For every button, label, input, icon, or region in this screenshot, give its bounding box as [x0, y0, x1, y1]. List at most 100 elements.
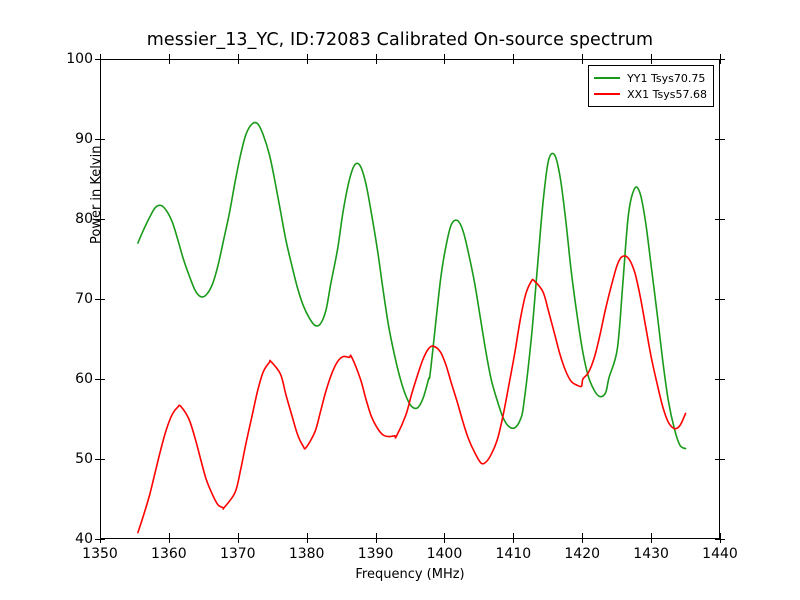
- x-tick-mark: [582, 59, 584, 64]
- legend-label: XX1 Tsys57.68: [627, 87, 707, 101]
- x-tick-mark: [651, 59, 653, 64]
- x-tick-mark: [168, 54, 170, 59]
- x-tick-mark: [168, 538, 170, 543]
- y-tick-mark: [715, 299, 720, 300]
- y-tick-label: 70: [75, 291, 93, 307]
- x-tick-mark: [651, 533, 653, 538]
- y-tick-mark: [95, 59, 100, 60]
- x-tick-mark: [306, 533, 308, 538]
- y-tick-mark: [95, 459, 100, 460]
- x-tick-mark: [513, 533, 515, 538]
- x-tick-mark: [720, 54, 721, 59]
- y-tick-mark: [100, 379, 105, 380]
- y-tick-mark: [720, 59, 725, 60]
- x-tick-label: 1350: [82, 546, 118, 562]
- y-tick-mark: [715, 539, 720, 540]
- x-tick-label: 1410: [495, 546, 532, 562]
- x-tick-mark: [306, 59, 308, 64]
- x-tick-label: 1380: [288, 546, 325, 562]
- x-tick-mark: [720, 538, 721, 543]
- x-tick-label: 1390: [357, 546, 394, 562]
- x-tick-mark: [444, 538, 446, 543]
- y-axis-label: Power in Kelvin: [89, 145, 104, 244]
- x-tick-label: 1400: [426, 546, 463, 562]
- y-tick-label: 50: [75, 451, 93, 467]
- legend-color-swatch: [594, 77, 621, 79]
- x-tick-mark: [720, 533, 721, 538]
- x-tick-label: 1430: [633, 546, 669, 562]
- plot-frame-border: [100, 59, 720, 539]
- x-tick-mark: [375, 54, 377, 59]
- y-tick-label: 40: [75, 531, 93, 547]
- x-tick-mark: [513, 538, 515, 543]
- x-tick-mark: [651, 538, 653, 543]
- legend-color-swatch: [594, 93, 621, 95]
- x-tick-mark: [582, 533, 584, 538]
- x-tick-mark: [582, 54, 584, 59]
- y-tick-mark: [95, 139, 100, 140]
- y-tick-mark: [95, 379, 100, 380]
- x-tick-label: 1360: [151, 546, 187, 562]
- y-tick-mark: [100, 539, 105, 540]
- x-tick-mark: [168, 59, 170, 64]
- x-tick-mark: [306, 54, 308, 59]
- series-line-2: [137, 255, 687, 534]
- y-tick-mark: [720, 459, 725, 460]
- y-tick-label: 80: [75, 211, 93, 227]
- x-tick-mark: [168, 533, 170, 538]
- legend-entry-1: YY1 Tsys70.75: [594, 70, 707, 86]
- y-tick-mark: [720, 539, 725, 540]
- y-tick-mark: [720, 219, 725, 220]
- x-tick-mark: [444, 54, 446, 59]
- x-tick-mark: [444, 59, 446, 64]
- y-tick-mark: [715, 219, 720, 220]
- x-tick-mark: [651, 54, 653, 59]
- series-curves: [137, 121, 687, 534]
- x-tick-mark: [513, 54, 515, 59]
- y-tick-label: 100: [66, 51, 93, 67]
- y-tick-label: 90: [75, 131, 93, 147]
- x-tick-label: 1420: [564, 546, 601, 562]
- y-tick-mark: [715, 379, 720, 380]
- y-tick-label: 60: [75, 371, 93, 387]
- x-tick-mark: [237, 538, 239, 543]
- x-tick-mark: [100, 538, 101, 543]
- x-tick-mark: [100, 54, 101, 59]
- y-tick-mark: [95, 539, 100, 540]
- y-tick-mark: [100, 139, 105, 140]
- y-tick-mark: [720, 139, 725, 140]
- x-tick-mark: [237, 59, 239, 64]
- x-tick-mark: [444, 533, 446, 538]
- x-axis-label: Frequency (MHz): [355, 567, 465, 582]
- series-line-1: [137, 121, 687, 450]
- x-tick-mark: [237, 54, 239, 59]
- y-tick-mark: [720, 379, 725, 380]
- y-tick-mark: [95, 219, 100, 220]
- x-tick-label: 1440: [702, 546, 738, 562]
- x-tick-mark: [375, 533, 377, 538]
- x-tick-mark: [582, 538, 584, 543]
- y-tick-mark: [95, 299, 100, 300]
- y-tick-mark: [715, 459, 720, 460]
- x-tick-mark: [100, 533, 101, 538]
- legend-label: YY1 Tsys70.75: [627, 71, 706, 85]
- y-tick-mark: [720, 299, 725, 300]
- x-tick-mark: [375, 59, 377, 64]
- plot-area: 40 50 60 70 80 90 100 1350 1360 1370 1380 1390 1400…: [66, 52, 738, 582]
- y-tick-mark: [715, 59, 720, 60]
- y-tick-mark: [715, 139, 720, 140]
- y-tick-mark: [100, 59, 105, 60]
- y-tick-mark: [100, 219, 105, 220]
- x-tick-mark: [720, 59, 721, 64]
- x-tick-mark: [375, 538, 377, 543]
- x-tick-mark: [513, 59, 515, 64]
- x-tick-mark: [306, 538, 308, 543]
- legend: YY1 Tsys70.75 XX1 Tsys57.68: [588, 65, 714, 107]
- x-tick-label: 1370: [219, 546, 256, 562]
- legend-entry-2: XX1 Tsys57.68: [594, 86, 707, 102]
- x-tick-mark: [237, 533, 239, 538]
- x-tick-mark: [100, 59, 101, 64]
- chart-title: messier_13_YC, ID:72083 Calibrated On-so…: [146, 30, 654, 50]
- y-tick-mark: [100, 299, 105, 300]
